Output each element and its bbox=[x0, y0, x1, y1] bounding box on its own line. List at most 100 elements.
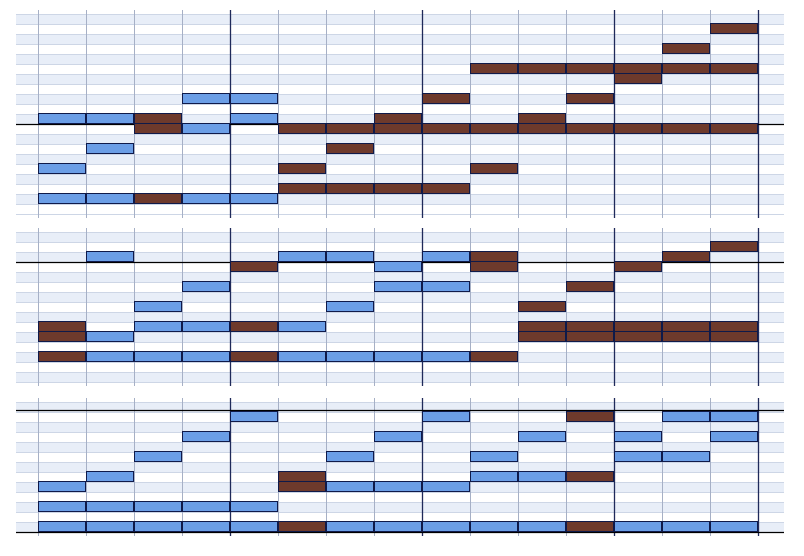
note-brown bbox=[710, 321, 758, 332]
lane-stripe bbox=[16, 174, 784, 184]
lane-stripe bbox=[16, 134, 784, 144]
note-blue bbox=[38, 521, 86, 532]
note-brown bbox=[326, 123, 374, 134]
note-brown bbox=[566, 471, 614, 482]
lane-stripe bbox=[16, 74, 784, 84]
note-brown bbox=[230, 351, 278, 362]
note-brown bbox=[374, 113, 422, 124]
lane-stripe bbox=[16, 422, 784, 432]
note-brown bbox=[470, 163, 518, 174]
note-blue bbox=[710, 521, 758, 532]
note-brown bbox=[614, 73, 662, 84]
lane-stripe bbox=[16, 194, 784, 204]
note-blue bbox=[422, 481, 470, 492]
note-blue bbox=[470, 471, 518, 482]
note-brown bbox=[422, 123, 470, 134]
note-blue bbox=[182, 321, 230, 332]
note-blue bbox=[662, 521, 710, 532]
lane-stripe bbox=[16, 502, 784, 512]
lane-stripe bbox=[16, 34, 784, 44]
note-brown bbox=[470, 251, 518, 262]
note-blue bbox=[182, 501, 230, 512]
note-blue bbox=[422, 521, 470, 532]
note-brown bbox=[614, 63, 662, 74]
note-brown bbox=[710, 63, 758, 74]
note-brown bbox=[614, 261, 662, 272]
note-brown bbox=[566, 321, 614, 332]
note-brown bbox=[470, 123, 518, 134]
note-blue bbox=[182, 193, 230, 204]
note-blue bbox=[614, 431, 662, 442]
note-brown bbox=[38, 321, 86, 332]
note-blue bbox=[182, 93, 230, 104]
note-brown bbox=[134, 113, 182, 124]
note-brown bbox=[566, 93, 614, 104]
lane-stripe bbox=[16, 332, 784, 342]
lane-stripe bbox=[16, 292, 784, 302]
note-blue bbox=[470, 521, 518, 532]
note-brown bbox=[710, 331, 758, 342]
note-blue bbox=[326, 301, 374, 312]
note-blue bbox=[86, 143, 134, 154]
note-blue bbox=[86, 521, 134, 532]
note-brown bbox=[134, 123, 182, 134]
lane-stripe bbox=[16, 402, 784, 412]
note-blue bbox=[86, 193, 134, 204]
note-brown bbox=[614, 123, 662, 134]
note-blue bbox=[134, 451, 182, 462]
note-blue bbox=[86, 251, 134, 262]
note-brown bbox=[518, 113, 566, 124]
note-brown bbox=[710, 123, 758, 134]
note-brown bbox=[518, 321, 566, 332]
note-brown bbox=[470, 261, 518, 272]
note-blue bbox=[182, 123, 230, 134]
note-blue bbox=[182, 521, 230, 532]
note-brown bbox=[662, 43, 710, 54]
note-blue bbox=[134, 351, 182, 362]
note-brown bbox=[374, 183, 422, 194]
note-brown bbox=[278, 163, 326, 174]
note-blue bbox=[614, 451, 662, 462]
note-blue bbox=[422, 281, 470, 292]
note-brown bbox=[566, 123, 614, 134]
note-brown bbox=[38, 331, 86, 342]
note-blue bbox=[230, 501, 278, 512]
lane-stripe bbox=[16, 54, 784, 64]
note-brown bbox=[566, 521, 614, 532]
note-brown bbox=[134, 193, 182, 204]
note-blue bbox=[422, 351, 470, 362]
note-blue bbox=[278, 351, 326, 362]
note-brown bbox=[278, 123, 326, 134]
note-blue bbox=[134, 321, 182, 332]
note-blue bbox=[86, 351, 134, 362]
lane-stripe bbox=[16, 462, 784, 472]
note-blue bbox=[230, 193, 278, 204]
note-brown bbox=[518, 331, 566, 342]
note-blue bbox=[38, 113, 86, 124]
note-brown bbox=[662, 251, 710, 262]
note-brown bbox=[614, 321, 662, 332]
note-brown bbox=[278, 521, 326, 532]
note-blue bbox=[326, 451, 374, 462]
note-brown bbox=[470, 351, 518, 362]
note-brown bbox=[422, 93, 470, 104]
lane-stripe bbox=[16, 154, 784, 164]
note-brown bbox=[326, 143, 374, 154]
note-blue bbox=[374, 521, 422, 532]
note-brown bbox=[278, 481, 326, 492]
note-blue bbox=[38, 163, 86, 174]
note-blue bbox=[182, 281, 230, 292]
note-brown bbox=[662, 321, 710, 332]
note-blue bbox=[374, 281, 422, 292]
note-blue bbox=[86, 331, 134, 342]
note-blue bbox=[662, 451, 710, 462]
note-blue bbox=[86, 501, 134, 512]
note-brown bbox=[710, 23, 758, 34]
note-brown bbox=[566, 411, 614, 422]
note-blue bbox=[518, 521, 566, 532]
note-brown bbox=[278, 183, 326, 194]
lane-stripe bbox=[16, 372, 784, 382]
note-blue bbox=[134, 521, 182, 532]
note-brown bbox=[422, 183, 470, 194]
note-brown bbox=[662, 331, 710, 342]
